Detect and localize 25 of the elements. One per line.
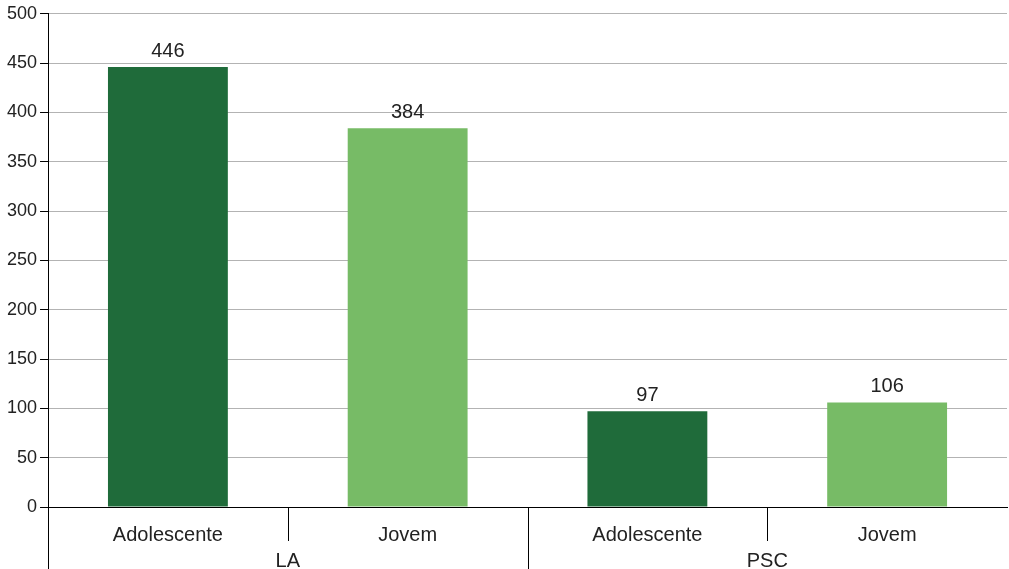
y-tick-label: 200: [6, 298, 38, 319]
series-label: Jovem: [378, 522, 438, 545]
y-tick-label: 150: [6, 348, 38, 369]
y-tick-label: 0: [27, 495, 38, 516]
data-label: 97: [636, 382, 659, 405]
y-tick-label: 400: [6, 101, 38, 122]
y-tick-label: 100: [6, 397, 38, 418]
series-label: Adolescente: [112, 522, 223, 545]
text: Jovem: [857, 522, 917, 545]
bar: [827, 402, 948, 507]
data-label: 106: [870, 373, 904, 396]
y-tick-label: 500: [6, 2, 38, 23]
data-label: 446: [151, 38, 185, 61]
y-tick-label: 300: [6, 200, 38, 221]
y-tick-label: 50: [17, 446, 38, 467]
x-tick-label: PSC: [746, 548, 788, 569]
y-tick-label: 350: [6, 150, 38, 171]
bar: [107, 67, 228, 507]
x-tick-label: LA: [275, 548, 301, 569]
bar: [347, 128, 468, 507]
text: Adolescente: [592, 522, 703, 545]
data-label: 384: [390, 99, 425, 122]
y-tick-label: 250: [6, 249, 38, 270]
bar: [587, 411, 708, 507]
y-tick-label: 450: [6, 52, 38, 73]
